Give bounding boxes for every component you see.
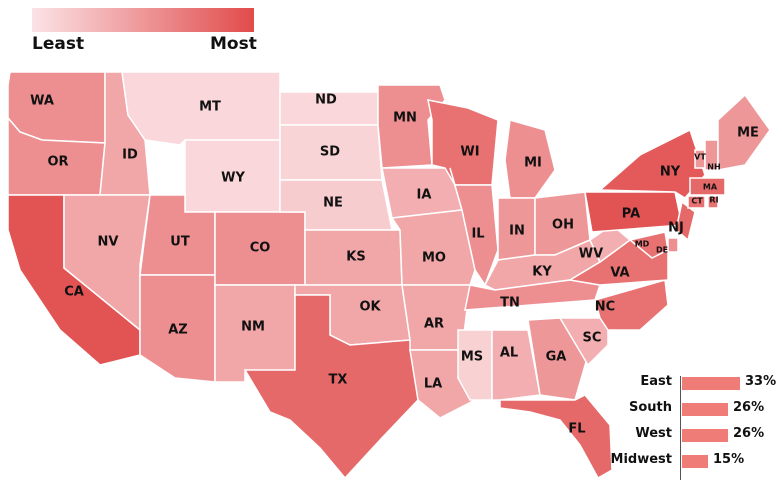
region-bar-chart: East 33% South 26% West 26% Midwest 15% [600, 372, 782, 494]
state-mn [377, 84, 446, 169]
region-label: East [640, 374, 672, 389]
state-label-in: IN [509, 224, 525, 239]
state-ct [687, 195, 706, 209]
region-value: 33% [745, 374, 777, 389]
state-label-nh: NH [707, 163, 720, 172]
region-label: South [628, 400, 672, 415]
state-me [717, 93, 771, 171]
state-label-mo: MO [422, 251, 446, 266]
legend-gradient-bar [32, 8, 254, 32]
state-label-tn: TN [500, 296, 520, 311]
state-label-mi: MI [524, 156, 542, 171]
state-label-mt: MT [199, 100, 221, 115]
region-label: West [635, 426, 672, 441]
region-bar [682, 455, 708, 468]
state-ms [457, 329, 493, 401]
state-label-nm: NM [241, 320, 265, 335]
state-label-ct: CT [691, 197, 703, 206]
legend-least-label: Least [32, 34, 85, 54]
state-label-oh: OH [552, 218, 574, 233]
state-ri [707, 195, 719, 209]
state-label-ri: RI [709, 196, 718, 205]
state-label-ky: KY [532, 265, 552, 280]
state-label-ar: AR [424, 317, 444, 332]
state-label-ms: MS [461, 350, 483, 365]
state-mt [121, 71, 281, 146]
state-label-sc: SC [583, 331, 602, 346]
state-label-ga: GA [546, 350, 567, 365]
state-label-wv: WV [579, 247, 603, 262]
region-row-south: South 26% [600, 398, 782, 420]
state-label-nd: ND [315, 93, 337, 108]
state-mo [390, 209, 476, 286]
state-label-va: VA [610, 266, 629, 281]
state-label-or: OR [47, 155, 68, 170]
region-axis-line [680, 376, 681, 480]
state-ny [598, 128, 706, 199]
state-label-id: ID [122, 148, 138, 163]
state-il [449, 167, 499, 287]
legend-most-label: Most [210, 34, 257, 54]
state-label-il: IL [471, 227, 484, 242]
state-de [667, 237, 679, 253]
region-label: Midwest [610, 452, 672, 467]
region-row-east: East 33% [600, 372, 782, 394]
region-value: 26% [733, 400, 765, 415]
state-label-al: AL [500, 346, 518, 361]
state-label-la: LA [424, 377, 442, 392]
state-label-ut: UT [170, 235, 190, 250]
state-label-wi: WI [460, 145, 479, 160]
region-row-west: West 26% [600, 424, 782, 446]
state-label-ne: NE [323, 196, 343, 211]
state-label-vt: VT [694, 153, 706, 162]
state-label-de: DE [656, 246, 668, 255]
region-value: 15% [713, 452, 745, 467]
state-label-wy: WY [221, 171, 245, 186]
state-fl [499, 394, 613, 480]
state-label-nj: NJ [668, 221, 684, 236]
state-ma [689, 177, 726, 196]
region-bar [682, 403, 728, 416]
state-al [491, 329, 541, 401]
state-label-ks: KS [346, 250, 365, 265]
state-label-pa: PA [622, 207, 640, 222]
state-label-co: CO [250, 241, 271, 256]
state-label-ok: OK [359, 300, 381, 315]
state-label-nv: NV [98, 235, 119, 250]
state-label-ma: MA [703, 183, 718, 192]
state-label-mn: MN [393, 111, 417, 126]
region-value: 26% [733, 426, 765, 441]
state-label-wa: WA [30, 94, 54, 109]
state-sc [558, 317, 609, 367]
region-bar [682, 429, 728, 442]
state-label-nc: NC [595, 300, 615, 315]
state-label-ny: NY [660, 165, 681, 180]
region-bar [682, 377, 740, 390]
state-label-fl: FL [568, 422, 585, 437]
state-label-ca: CA [64, 285, 84, 300]
region-row-midwest: Midwest 15% [600, 450, 782, 472]
state-label-sd: SD [320, 145, 340, 160]
state-label-tx: TX [329, 373, 348, 388]
state-label-md: MD [635, 240, 650, 249]
state-label-ia: IA [417, 188, 432, 203]
state-label-me: ME [737, 126, 759, 141]
state-label-az: AZ [168, 323, 188, 338]
